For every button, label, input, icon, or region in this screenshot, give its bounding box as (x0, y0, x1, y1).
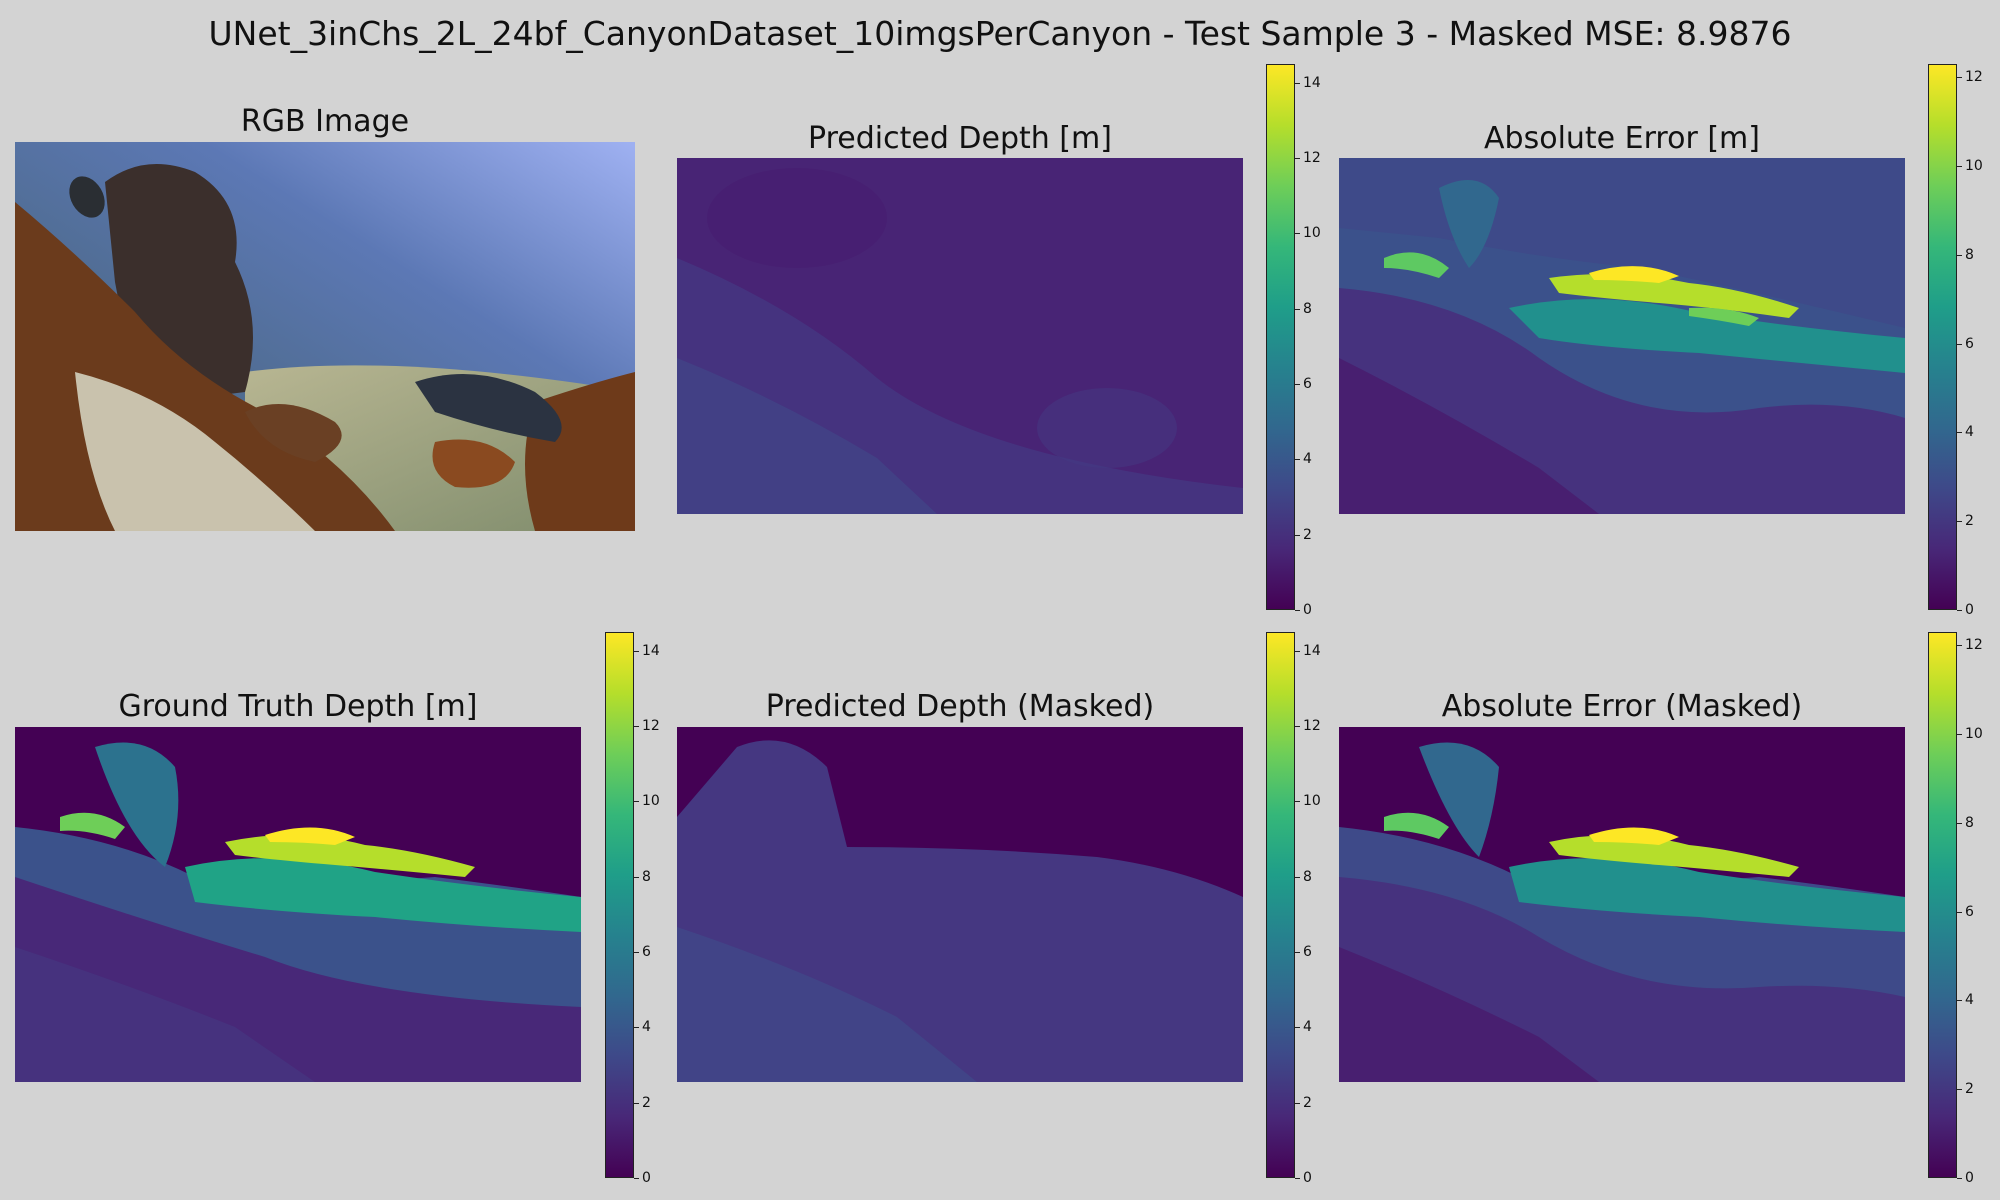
colorbar-tick-label: 6 (1303, 376, 1312, 392)
colorbar-gt (605, 632, 634, 1178)
colorbar-tickmark (1295, 83, 1300, 84)
colorbar-tickmark (1957, 166, 1962, 167)
panel-title-abserr: Absolute Error [m] (1484, 121, 1760, 156)
colorbar-tickmark (634, 801, 639, 802)
panel-title-errmask: Absolute Error (Masked) (1441, 689, 1803, 724)
panel-title-pred: Predicted Depth [m] (808, 121, 1112, 156)
predicted-depth-masked-map (677, 727, 1243, 1082)
colorbar-tick-label: 6 (1303, 944, 1312, 960)
colorbar-tick-label: 4 (1965, 992, 1974, 1008)
colorbar-tickmark (1957, 344, 1962, 345)
colorbar-tick-label: 0 (1965, 1170, 1974, 1186)
colorbar-tickmark (1295, 459, 1300, 460)
colorbar-predmask (1266, 632, 1295, 1178)
colorbar-tick-label: 12 (1965, 637, 1983, 653)
colorbar-tickmark (1295, 309, 1300, 310)
colorbar-pred (1266, 64, 1295, 610)
colorbar-tickmark (634, 1027, 639, 1028)
colorbar-tick-label: 10 (1303, 225, 1321, 241)
colorbar-tick-label: 10 (1965, 158, 1983, 174)
colorbar-tickmark (1957, 912, 1962, 913)
colorbar-tickmark (1295, 952, 1300, 953)
colorbar-tickmark (1295, 158, 1300, 159)
colorbar-tickmark (1295, 877, 1300, 878)
absolute-error-masked-map (1339, 727, 1905, 1082)
colorbar-tickmark (634, 651, 639, 652)
colorbar-tick-label: 6 (642, 944, 651, 960)
colorbar-tick-label: 0 (1303, 602, 1312, 618)
colorbar-tick-label: 6 (1965, 904, 1974, 920)
colorbar-tick-label: 4 (1303, 1019, 1312, 1035)
colorbar-tickmark (634, 877, 639, 878)
colorbar-tick-label: 8 (1303, 869, 1312, 885)
colorbar-tick-label: 10 (1965, 726, 1983, 742)
colorbar-tickmark (1295, 651, 1300, 652)
colorbar-tickmark (1957, 1089, 1962, 1090)
colorbar-tickmark (1957, 521, 1962, 522)
colorbar-tickmark (634, 952, 639, 953)
colorbar-tickmark (1957, 1000, 1962, 1001)
colorbar-tick-label: 0 (1303, 1170, 1312, 1186)
colorbar-tick-label: 8 (1965, 247, 1974, 263)
colorbar-tick-label: 12 (1303, 150, 1321, 166)
colorbar-tickmark (1295, 610, 1300, 611)
colorbar-tick-label: 14 (1303, 643, 1321, 659)
colorbar-tick-label: 4 (1965, 424, 1974, 440)
colorbar-tick-label: 14 (1303, 75, 1321, 91)
colorbar-tick-label: 10 (642, 793, 660, 809)
colorbar-tick-label: 4 (642, 1019, 651, 1035)
colorbar-tick-label: 4 (1303, 451, 1312, 467)
colorbar-tick-label: 2 (1303, 527, 1312, 543)
colorbar-tickmark (1957, 77, 1962, 78)
panel-title-predmask: Predicted Depth (Masked) (765, 689, 1155, 724)
ground-truth-depth-map (15, 727, 581, 1082)
colorbar-tick-label: 8 (642, 869, 651, 885)
colorbar-tickmark (1295, 233, 1300, 234)
colorbar-tick-label: 12 (642, 718, 660, 734)
colorbar-tickmark (1295, 1027, 1300, 1028)
colorbar-tickmark (1295, 384, 1300, 385)
panel-title-rgb: RGB Image (240, 104, 410, 139)
colorbar-abserr (1928, 64, 1957, 610)
colorbar-tickmark (1957, 734, 1962, 735)
predicted-depth-map (677, 158, 1243, 514)
colorbar-tickmark (1295, 801, 1300, 802)
colorbar-tickmark (1295, 726, 1300, 727)
colorbar-tickmark (1957, 823, 1962, 824)
colorbar-tick-label: 8 (1965, 815, 1974, 831)
colorbar-tickmark (634, 1103, 639, 1104)
colorbar-tickmark (1957, 645, 1962, 646)
rgb-image (15, 142, 635, 531)
panel-title-gt: Ground Truth Depth [m] (118, 689, 478, 724)
colorbar-tickmark (634, 1178, 639, 1179)
colorbar-tick-label: 2 (1965, 1081, 1974, 1097)
colorbar-tick-label: 2 (1965, 513, 1974, 529)
colorbar-tickmark (1295, 535, 1300, 536)
colorbar-tickmark (1295, 1178, 1300, 1179)
colorbar-tick-label: 6 (1965, 336, 1974, 352)
colorbar-tick-label: 14 (642, 643, 660, 659)
colorbar-tick-label: 12 (1303, 718, 1321, 734)
absolute-error-map (1339, 158, 1905, 514)
colorbar-tick-label: 2 (642, 1095, 651, 1111)
colorbar-tick-label: 0 (642, 1170, 651, 1186)
colorbar-tickmark (1957, 610, 1962, 611)
colorbar-errmask (1928, 632, 1957, 1178)
colorbar-tickmark (1957, 255, 1962, 256)
colorbar-tick-label: 0 (1965, 602, 1974, 618)
colorbar-tick-label: 12 (1965, 69, 1983, 85)
colorbar-tickmark (1957, 432, 1962, 433)
colorbar-tickmark (1957, 1178, 1962, 1179)
colorbar-tick-label: 8 (1303, 301, 1312, 317)
colorbar-tickmark (634, 726, 639, 727)
figure-title: UNet_3inChs_2L_24bf_CanyonDataset_10imgs… (208, 14, 1792, 53)
colorbar-tick-label: 2 (1303, 1095, 1312, 1111)
colorbar-tick-label: 10 (1303, 793, 1321, 809)
colorbar-tickmark (1295, 1103, 1300, 1104)
